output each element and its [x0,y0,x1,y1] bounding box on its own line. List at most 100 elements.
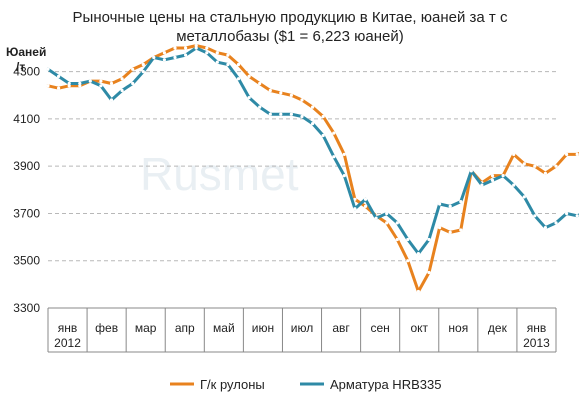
series-1-point [385,211,389,216]
series-0-point [268,88,272,93]
x-tick-label: апр [175,321,195,335]
x-tick-label: июн [252,321,274,335]
series-1-point [533,214,537,218]
x-tick-year: 2012 [54,336,81,350]
series-1-point [131,81,135,86]
series-1-point [459,200,463,204]
x-tick-label: июл [291,321,313,335]
series-1-point [469,169,473,173]
series-0-point [173,46,177,50]
series-1-point [173,55,177,60]
legend-label-0: Г/к рулоны [200,377,265,392]
series-1-point [395,221,399,225]
x-tick-label: фев [95,321,118,335]
series-0-point [236,62,241,67]
series-1-point [565,211,569,216]
x-tick-label: янв [527,321,547,335]
y-axis-ticks: 3300 3500 3700 3900 4100 4300 [13,65,40,315]
series-0-point [438,226,442,230]
series-1-point [289,112,293,116]
series-1-point [99,84,103,88]
series-0-point [57,86,61,90]
series-1-point [109,98,114,102]
series-0-point [554,164,558,168]
series-0-point [205,46,209,50]
series-1-point [321,133,325,138]
series-1-point [184,53,188,57]
series-1-point [162,58,166,62]
legend-label-1: Арматура HRB335 [330,377,441,392]
series-0-point [131,67,135,71]
series-1-point [512,183,516,187]
series-0-point [279,91,283,95]
series-1-point [554,221,558,225]
series-1-point [406,237,410,242]
series-0-point [46,84,50,88]
x-tick-label: дек [488,321,508,335]
series-0-point [226,53,230,57]
series-0-point [395,237,399,242]
series-0-point [247,74,251,78]
series-1-point [575,214,579,218]
series-1-point [490,178,495,182]
series-1-point [258,105,262,109]
series-0-point [416,289,420,294]
series-1-point [543,226,548,230]
series-0-point [109,81,114,86]
series-0-point [194,44,198,48]
chart-title-line-2: металлобазы ($1 = 6,223 юаней) [176,28,404,45]
series-0-point [311,105,315,109]
series-1-point [226,62,230,67]
x-tick-label: сен [370,321,389,335]
x-tick-label: май [213,321,235,335]
series-1-point [141,70,145,74]
series-1-point [46,67,50,71]
series-1-point [205,51,209,55]
series-1-point [236,77,241,81]
series-0-point [321,114,325,119]
y-axis-label-line-2: /т [16,60,25,74]
series-0-point [512,152,516,156]
x-tick-label: ноя [448,321,468,335]
series-0-point [363,204,368,208]
series-0-point [490,174,495,178]
y-tick-label: 4300 [13,65,40,79]
y-tick-label: 3300 [13,301,40,315]
series-0-point [353,197,357,201]
series-0-point [533,164,537,168]
series-1-point [268,112,272,116]
series-0-point [141,62,145,67]
series-1-point [342,174,346,178]
series-1-point [427,237,431,242]
series-0-point [300,98,304,102]
x-tick-year: 2013 [523,336,550,350]
series-1-point [67,81,71,86]
series-1-point [416,252,420,256]
series-0-point [575,152,579,156]
x-tick-label: окт [410,321,428,335]
series-line-1 [46,46,579,256]
x-tick-label: янв [58,321,78,335]
series-1-point [88,79,92,83]
series-0-point [565,152,569,156]
series-1-point [194,46,198,50]
y-tick-label: 4100 [13,112,40,126]
series-0-point [385,221,389,225]
y-tick-label: 3500 [13,254,40,268]
series-0-point [258,81,262,86]
x-tick-label: мар [135,321,157,335]
series-1-point [78,81,82,86]
series-0-point [522,162,526,166]
series-0-point [332,131,336,135]
series-1-point [332,155,336,159]
series-1-point [501,174,505,178]
y-tick-label: 3900 [13,159,40,173]
chart-title-line-1: Рыночные цены на стальную продукцию в Ки… [73,9,508,26]
series-1-point [120,88,124,93]
series-1-point [311,122,315,126]
watermark-text: Rusmet [140,148,299,200]
series-0-point [120,77,124,81]
series-0-point [342,152,346,156]
